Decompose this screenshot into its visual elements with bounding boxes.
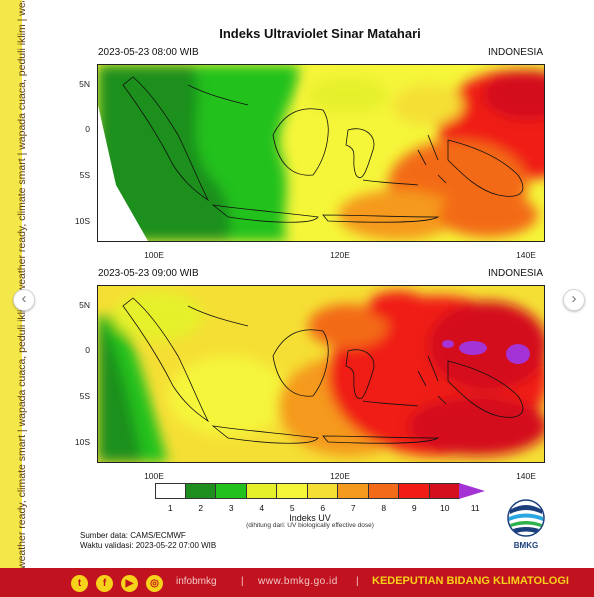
panel-1-lat-5n: 5N [79, 79, 90, 89]
panel-1-lon-100e: 100E [144, 250, 164, 260]
panel-1-lon-120e: 120E [330, 250, 350, 260]
colorbar-tick-label: 11 [470, 503, 480, 513]
colorbar-tick-label: 5 [289, 503, 295, 513]
uv-colorbar [155, 483, 460, 499]
panel-1-lat-0: 0 [85, 124, 90, 134]
colorbar-cell [399, 483, 430, 499]
side-strip [0, 0, 22, 568]
bmkg-wordmark: BMKG [513, 541, 539, 550]
page-title: Indeks Ultraviolet Sinar Matahari [219, 26, 421, 41]
colorbar-tick-label: 6 [320, 503, 326, 513]
website-link[interactable]: www.bmkg.go.id [258, 576, 338, 587]
panel-1-lon-140e: 140E [516, 250, 536, 260]
facebook-icon[interactable]: f [96, 575, 113, 592]
colorbar-cell [277, 483, 308, 499]
panel-2-lat-5s: 5S [79, 391, 90, 401]
data-source: Sumber data: CAMS/ECMWF [80, 531, 186, 540]
colorbar-tick-label: 7 [350, 503, 356, 513]
colorbar-sublabel: (dihitung dari: UV biologically effectiv… [246, 522, 374, 529]
department-name: KEDEPUTIAN BIDANG KLIMATOLOGI [372, 575, 569, 587]
colorbar-cell [246, 483, 277, 499]
bmkg-logo [507, 499, 545, 537]
uv-map-0900 [97, 285, 545, 463]
panel-2-lon-100e: 100E [144, 471, 164, 481]
panel-2-lat-0: 0 [85, 345, 90, 355]
side-tagline: weather ready, climate smart | wapada cu… [16, 1, 28, 569]
colorbar-cell [368, 483, 399, 499]
colorbar-tick-label: 9 [411, 503, 417, 513]
colorbar-tick-label: 2 [198, 503, 204, 513]
colorbar-cell [185, 483, 216, 499]
footer-separator: | [356, 576, 359, 587]
validation-time: Waktu validasi: 2023-05-22 07:00 WIB [80, 541, 217, 550]
panel-1-lat-10s: 10S [74, 216, 90, 226]
colorbar-cell [429, 483, 460, 499]
colorbar-tick-label: 3 [228, 503, 234, 513]
colorbar-cell [307, 483, 338, 499]
colorbar-cell [338, 483, 369, 499]
uv-map-0800 [97, 64, 545, 242]
panel-1-lat-5s: 5S [79, 170, 90, 180]
colorbar-tick-label: 10 [440, 503, 450, 513]
footer-separator: | [241, 576, 244, 587]
colorbar-label: Indeks UV [289, 513, 331, 523]
colorbar-tick-label: 8 [381, 503, 387, 513]
colorbar-tick-label: 1 [167, 503, 173, 513]
panel-2-lon-140e: 140E [516, 471, 536, 481]
colorbar-cell [216, 483, 247, 499]
twitter-icon[interactable]: t [71, 575, 88, 592]
previous-arrow-icon[interactable]: ‹ [13, 289, 35, 311]
next-arrow-icon[interactable]: › [563, 289, 585, 311]
instagram-icon[interactable]: ◎ [146, 575, 163, 592]
panel-2-lat-10s: 10S [74, 437, 90, 447]
youtube-icon[interactable]: ▶ [121, 575, 138, 592]
social-handle[interactable]: infobmkg [176, 576, 217, 587]
panel-2-lat-5n: 5N [79, 300, 90, 310]
panel-2-region: INDONESIA [487, 268, 543, 279]
panel-1-region: INDONESIA [487, 47, 543, 58]
panel-2-date: 2023-05-23 09:00 WIB [98, 268, 199, 279]
colorbar-tick-label: 4 [259, 503, 265, 513]
panel-1-date: 2023-05-23 08:00 WIB [98, 47, 199, 58]
colorbar-cell [155, 483, 186, 499]
colorbar-extension-arrow [459, 483, 485, 499]
panel-2-lon-120e: 120E [330, 471, 350, 481]
